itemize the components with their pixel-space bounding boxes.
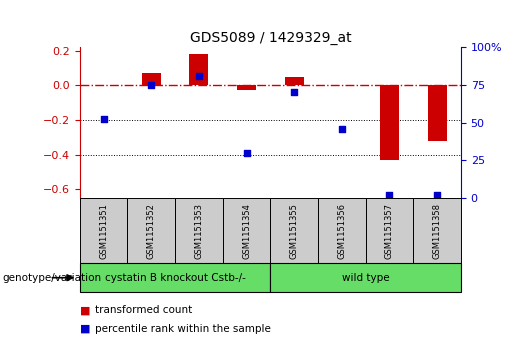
- Bar: [175, 198, 222, 263]
- Text: cystatin B knockout Cstb-/-: cystatin B knockout Cstb-/-: [105, 273, 246, 283]
- Point: [243, 150, 251, 155]
- Point: [195, 73, 203, 79]
- Text: percentile rank within the sample: percentile rank within the sample: [95, 323, 271, 334]
- Bar: [80, 198, 128, 263]
- Text: GSM1151357: GSM1151357: [385, 203, 394, 259]
- Bar: [380, 85, 399, 160]
- Bar: [270, 263, 461, 292]
- Text: genotype/variation: genotype/variation: [3, 273, 101, 283]
- Point: [385, 192, 393, 198]
- Bar: [190, 54, 209, 85]
- Point: [338, 126, 346, 131]
- Point: [433, 192, 441, 198]
- Bar: [413, 198, 461, 263]
- Bar: [285, 77, 304, 85]
- Text: GSM1151353: GSM1151353: [195, 203, 203, 259]
- Bar: [80, 263, 270, 292]
- Bar: [270, 198, 318, 263]
- Bar: [427, 85, 447, 141]
- Text: GSM1151351: GSM1151351: [99, 203, 108, 259]
- Title: GDS5089 / 1429329_at: GDS5089 / 1429329_at: [190, 31, 351, 45]
- Text: GSM1151356: GSM1151356: [337, 203, 346, 259]
- Point: [290, 90, 298, 95]
- Text: transformed count: transformed count: [95, 305, 193, 315]
- Bar: [366, 198, 413, 263]
- Text: ■: ■: [80, 305, 90, 315]
- Text: GSM1151354: GSM1151354: [242, 203, 251, 259]
- Bar: [222, 198, 270, 263]
- Point: [147, 82, 156, 88]
- Text: ■: ■: [80, 323, 90, 334]
- Text: wild type: wild type: [342, 273, 389, 283]
- Bar: [128, 198, 175, 263]
- Bar: [318, 198, 366, 263]
- Point: [99, 117, 108, 122]
- Bar: [237, 85, 256, 90]
- Text: GSM1151355: GSM1151355: [290, 203, 299, 259]
- Bar: [142, 73, 161, 85]
- Text: GSM1151358: GSM1151358: [433, 203, 441, 259]
- Text: GSM1151352: GSM1151352: [147, 203, 156, 259]
